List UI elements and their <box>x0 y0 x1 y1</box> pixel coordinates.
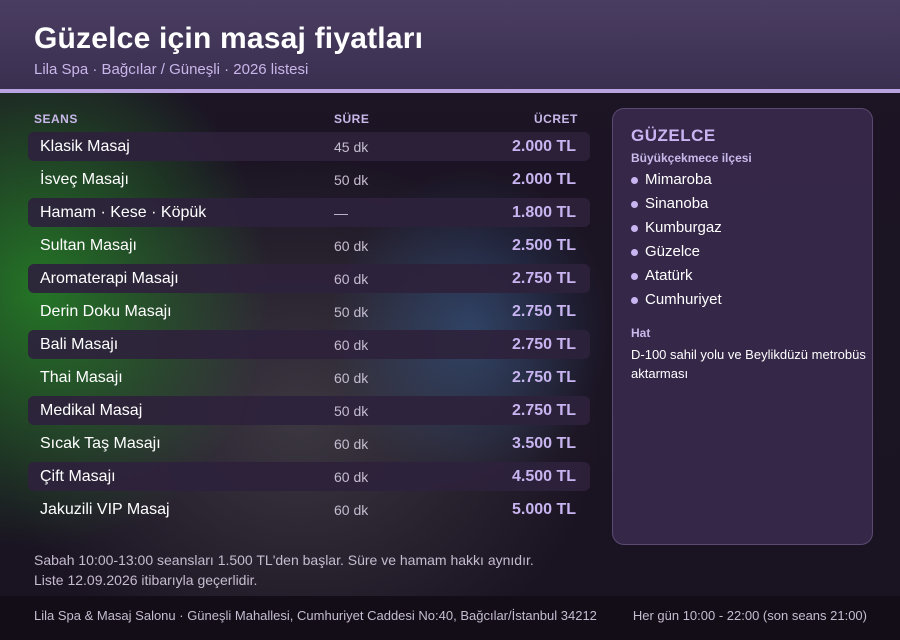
table-row: İsveç Masajı 50 dk 2.000 TL <box>28 165 590 194</box>
neighborhood-list: Mimaroba Sinanoba Kumburgaz Güzelce Atatürk C… <box>631 171 722 315</box>
bullet-dot-icon <box>631 201 638 208</box>
service-duration: 60 dk <box>334 271 369 287</box>
neighborhood-label: Sinanoba <box>645 195 709 212</box>
district-subtitle: Büyükçekmece ilçesi <box>631 151 752 165</box>
bullet-dot-icon <box>631 225 638 232</box>
bullet-dot-icon <box>631 297 638 304</box>
neighborhood-label: Kumburgaz <box>645 219 722 236</box>
service-duration: 60 dk <box>334 502 369 518</box>
neighborhood-label: Atatürk <box>645 267 693 284</box>
service-name: Aromaterapi Masajı <box>40 270 179 287</box>
service-duration: 60 dk <box>334 370 369 386</box>
footer-address: Lila Spa & Masaj Salonu · Güneşli Mahall… <box>34 608 597 623</box>
page-title: Güzelce için masaj fiyatları <box>34 22 424 55</box>
column-header-session: SEANS <box>34 112 78 126</box>
service-duration: 45 dk <box>334 139 369 155</box>
column-header-price: ÜCRET <box>534 112 578 126</box>
service-price: 2.000 TL <box>511 138 576 155</box>
district-info-card: GÜZELCE Büyükçekmece ilçesi Mimaroba Sina… <box>612 108 873 545</box>
neighborhood-item: Güzelce <box>631 243 722 267</box>
service-name: Thai Masajı <box>40 369 123 386</box>
table-row: Medikal Masaj 50 dk 2.750 TL <box>28 396 590 425</box>
neighborhood-item: Kumburgaz <box>631 219 722 243</box>
neighborhood-item: Sinanoba <box>631 195 722 219</box>
neighborhood-label: Güzelce <box>645 243 701 260</box>
service-duration: 60 dk <box>334 436 369 452</box>
table-row: Sıcak Taş Masajı 60 dk 3.500 TL <box>28 429 590 458</box>
page-subtitle: Lila Spa · Bağcılar / Güneşli · 2026 lis… <box>34 61 309 78</box>
district-title: GÜZELCE <box>631 126 716 145</box>
footer-hours: Her gün 10:00 - 22:00 (son seans 21:00) <box>632 608 867 623</box>
bullet-dot-icon <box>631 249 638 256</box>
neighborhood-item: Mimaroba <box>631 171 722 195</box>
bullet-dot-icon <box>631 273 638 280</box>
service-name: Sıcak Taş Masajı <box>40 435 161 452</box>
service-name: Hamam · Kese · Köpük <box>40 204 207 221</box>
route-label: Hat <box>631 326 651 340</box>
service-price: 5.000 TL <box>511 501 576 518</box>
service-price: 3.500 TL <box>511 435 576 452</box>
neighborhood-label: Mimaroba <box>645 171 712 188</box>
route-text: D-100 sahil yolu ve Beylikdüzü metrobüs … <box>631 347 866 381</box>
header-divider <box>0 89 900 93</box>
table-row: Sultan Masajı 60 dk 2.500 TL <box>28 231 590 260</box>
page-header: Güzelce için masaj fiyatları Lila Spa · … <box>0 0 900 89</box>
service-price: 2.750 TL <box>511 303 576 320</box>
service-price: 4.500 TL <box>511 468 576 485</box>
service-price: 2.750 TL <box>511 336 576 353</box>
service-name: Jakuzili VIP Masaj <box>40 501 170 518</box>
service-price: 2.750 TL <box>511 402 576 419</box>
price-table: Klasik Masaj 45 dk 2.000 TL İsveç Masajı 50 … <box>28 132 590 528</box>
service-price: 2.750 TL <box>511 270 576 287</box>
table-row: Aromaterapi Masajı 60 dk 2.750 TL <box>28 264 590 293</box>
table-row: Thai Masajı 60 dk 2.750 TL <box>28 363 590 392</box>
service-price: 2.500 TL <box>511 237 576 254</box>
service-name: Medikal Masaj <box>40 402 143 419</box>
service-duration: 60 dk <box>334 469 369 485</box>
service-duration: 50 dk <box>334 172 369 188</box>
note-validity: Liste 12.09.2026 itibarıyla geçerlidir. <box>34 572 258 588</box>
neighborhood-item: Atatürk <box>631 267 722 291</box>
service-name: Çift Masajı <box>40 468 116 485</box>
table-row: Derin Doku Masajı 50 dk 2.750 TL <box>28 297 590 326</box>
service-name: Sultan Masajı <box>40 237 137 254</box>
service-name: Klasik Masaj <box>40 138 130 155</box>
service-name: Bali Masajı <box>40 336 119 353</box>
service-price: 1.800 TL <box>511 204 576 221</box>
neighborhood-label: Cumhuriyet <box>645 291 722 308</box>
service-duration: 60 dk <box>334 238 369 254</box>
service-duration: 50 dk <box>334 403 369 419</box>
table-row: Çift Masajı 60 dk 4.500 TL <box>28 462 590 491</box>
service-duration: — <box>334 205 348 221</box>
service-duration: 50 dk <box>334 304 369 320</box>
service-name: İsveç Masajı <box>40 171 129 188</box>
service-price: 2.000 TL <box>511 171 576 188</box>
table-row: Klasik Masaj 45 dk 2.000 TL <box>28 132 590 161</box>
service-name: Derin Doku Masajı <box>40 303 172 320</box>
page-footer: Lila Spa & Masaj Salonu · Güneşli Mahall… <box>0 596 900 640</box>
table-row: Jakuzili VIP Masaj 60 dk 5.000 TL <box>28 495 590 524</box>
service-duration: 60 dk <box>334 337 369 353</box>
table-row: Hamam · Kese · Köpük — 1.800 TL <box>28 198 590 227</box>
column-header-duration: SÜRE <box>334 112 370 126</box>
service-price: 2.750 TL <box>511 369 576 386</box>
bullet-dot-icon <box>631 177 638 184</box>
neighborhood-item: Cumhuriyet <box>631 291 722 315</box>
table-row: Bali Masajı 60 dk 2.750 TL <box>28 330 590 359</box>
note-morning-sessions: Sabah 10:00-13:00 seansları 1.500 TL'den… <box>34 552 534 568</box>
